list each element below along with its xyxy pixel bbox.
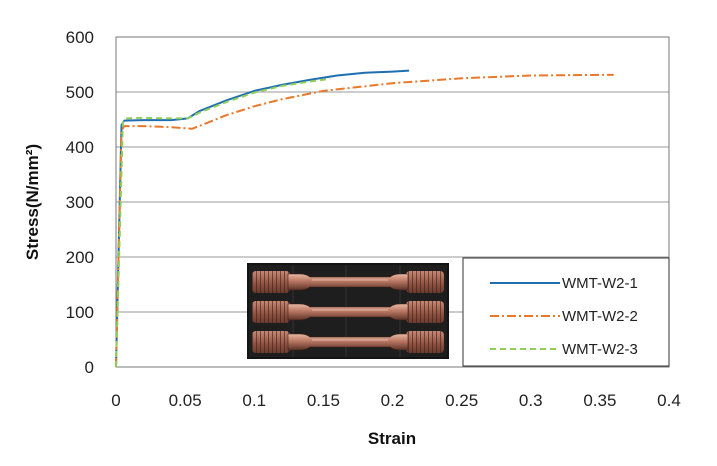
specimen-rod [252, 271, 444, 293]
x-tick-label: 0.05 [169, 391, 202, 410]
x-tick-label: 0.2 [381, 391, 405, 410]
legend-label: WMT-W2-3 [562, 341, 638, 358]
y-tick-label: 600 [66, 28, 94, 47]
y-axis-title: Stress(N/mm²) [23, 144, 42, 260]
x-tick-label: 0.35 [583, 391, 616, 410]
x-tick-label: 0.1 [242, 391, 266, 410]
x-tick-label: 0.25 [445, 391, 478, 410]
x-tick-label: 0 [111, 391, 120, 410]
x-tick-label: 0.4 [657, 391, 681, 410]
y-tick-label: 500 [66, 83, 94, 102]
series-line-wmt-w2-2 [115, 73, 614, 368]
specimen-rod [252, 331, 444, 353]
x-tick-label: 0.3 [519, 391, 543, 410]
y-tick-label: 300 [66, 193, 94, 212]
plot-frame [115, 36, 670, 368]
x-axis-title: Strain [368, 429, 416, 448]
y-tick-labels: 0 100 200 300 400 500 600 [66, 28, 94, 377]
y-tick-label: 0 [85, 358, 94, 377]
y-tick-label: 200 [66, 248, 94, 267]
legend: WMT-W2-1 WMT-W2-2 WMT-W2-3 [462, 257, 670, 367]
x-tick-labels: 0 0.05 0.1 0.15 0.2 0.25 0.3 0.35 0.4 [111, 391, 681, 410]
series-lines [115, 69, 614, 368]
y-tick-label: 400 [66, 138, 94, 157]
tensile-specimens-photo [247, 263, 449, 359]
x-tick-label: 0.15 [307, 391, 340, 410]
legend-label: WMT-W2-2 [562, 308, 638, 325]
legend-label: WMT-W2-1 [562, 275, 638, 292]
specimen-rod [252, 301, 444, 323]
y-tick-label: 100 [66, 303, 94, 322]
series-line-wmt-w2-1 [115, 69, 410, 368]
legend-box [462, 257, 670, 367]
